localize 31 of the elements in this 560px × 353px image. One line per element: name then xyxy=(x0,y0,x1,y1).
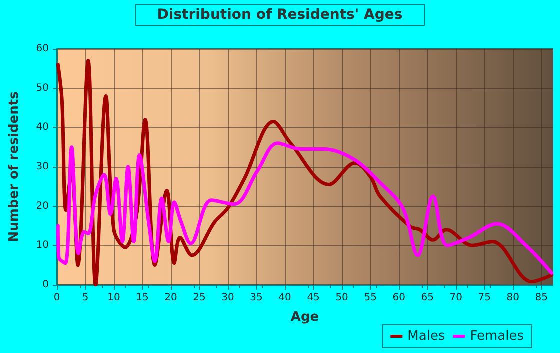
x-tick-label: 10 xyxy=(108,292,120,304)
x-tick-label: 30 xyxy=(222,292,234,304)
y-tick-label: 10 xyxy=(36,240,49,252)
y-tick-label: 30 xyxy=(36,162,49,172)
x-tick-label: 55 xyxy=(364,292,377,304)
line-series xyxy=(56,142,554,275)
x-tick-label: 50 xyxy=(336,292,348,304)
x-tick-label: 60 xyxy=(392,292,406,304)
x-tick-label: 80 xyxy=(506,292,520,304)
x-tick-label: 0 xyxy=(54,292,60,304)
y-tick-label: 40 xyxy=(36,122,49,134)
legend-label: Males xyxy=(408,329,446,344)
y-tick-label: 50 xyxy=(36,82,49,94)
x-tick-label: 15 xyxy=(136,292,149,304)
y-tick-label: 20 xyxy=(36,200,49,212)
x-tick-label: 35 xyxy=(250,292,263,304)
x-tick-label: 5 xyxy=(82,292,89,304)
x-tick-label: 75 xyxy=(478,292,491,304)
x-axis-title: Age xyxy=(290,310,320,325)
x-tick-label: 45 xyxy=(307,292,320,304)
chart-title: Distribution of Residents' Ages xyxy=(157,7,403,23)
y-axis-title: Number of residents xyxy=(7,91,22,242)
legend-label: Females xyxy=(470,329,524,344)
x-tick-label: 85 xyxy=(535,292,548,304)
x-tick-label: 25 xyxy=(193,292,206,304)
y-tick-label: 0 xyxy=(42,280,49,290)
x-tick-label: 70 xyxy=(450,292,462,304)
x-tick-label: 65 xyxy=(421,292,434,304)
x-tick-label: 20 xyxy=(164,292,178,304)
x-tick-label: 40 xyxy=(278,292,292,304)
y-tick-label: 60 xyxy=(36,44,49,54)
